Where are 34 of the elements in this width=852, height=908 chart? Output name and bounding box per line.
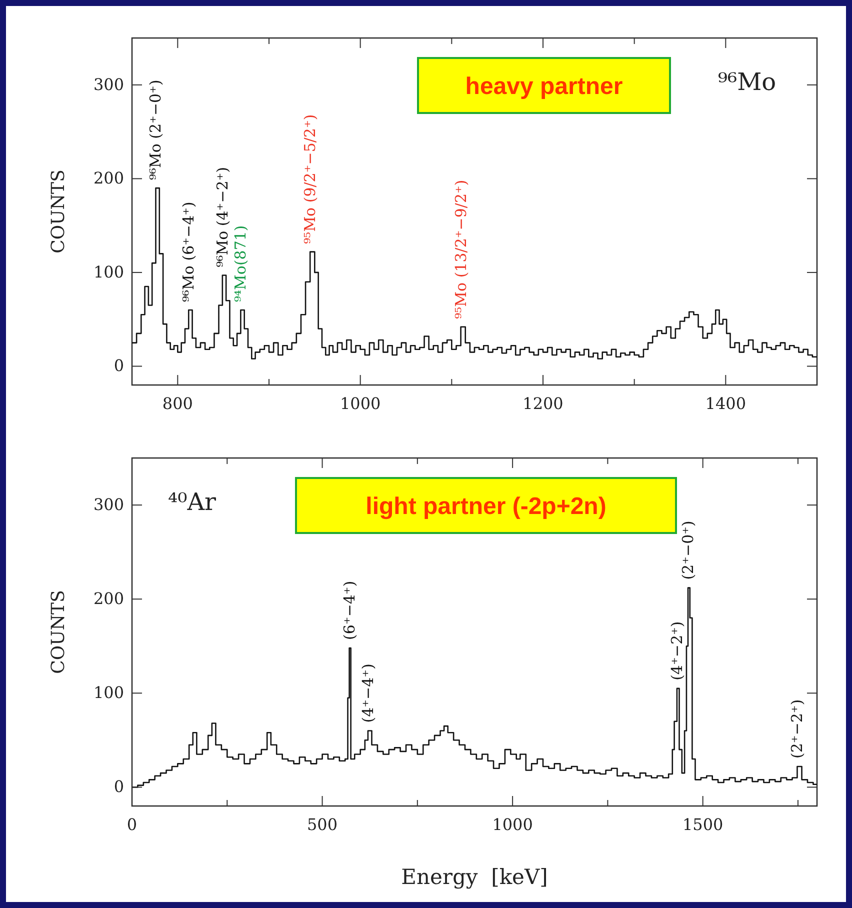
annotation: (4⁺−2⁺) (668, 621, 686, 680)
annotation: (6⁺−4⁺) (340, 580, 358, 640)
x-tick-label: 1400 (705, 394, 746, 413)
annotation: (4⁺−4⁺) (358, 664, 377, 723)
x-axis-title: Energy [keV] (401, 865, 548, 889)
x-tick-label: 1200 (522, 394, 564, 413)
y-axis-title: COUNTS (48, 590, 69, 674)
y-axis-title: COUNTS (48, 170, 69, 254)
annotation: ⁹⁶Mo (718, 68, 776, 96)
x-tick-label: 1000 (492, 815, 533, 834)
y-tick-label: 300 (93, 74, 124, 94)
y-tick-label: 300 (93, 495, 124, 514)
x-tick-label: 500 (307, 815, 338, 834)
annotation: ⁴⁰Ar (168, 488, 217, 516)
annotation: ⁹⁶Mo (2⁺−0⁺) (146, 80, 165, 180)
y-tick-label: 0 (114, 777, 124, 796)
y-tick-label: 100 (93, 262, 124, 282)
annotation: heavy partner (465, 73, 623, 100)
y-tick-label: 100 (93, 683, 124, 702)
x-tick-label: 800 (162, 394, 193, 413)
annotation: ⁹⁵Mo (9/2⁺−5/2⁺) (301, 114, 320, 244)
annotation: (2⁺−2⁺) (788, 699, 806, 758)
y-tick-label: 200 (93, 168, 124, 188)
y-tick-label: 200 (93, 589, 124, 608)
annotation: light partner (-2p+2n) (366, 493, 606, 520)
x-tick-label: 1500 (682, 815, 724, 834)
annotation: ⁹⁶Mo (6⁺−4⁺) (180, 202, 198, 302)
x-tick-label: 0 (126, 815, 138, 834)
x-tick-label: 1000 (340, 394, 381, 413)
annotation: ⁹⁵Mo (13/2⁺−9/2⁺) (452, 180, 470, 319)
annotation: ⁹⁶Mo (4⁺−2⁺) (213, 166, 232, 268)
annotation: (2⁺−0⁺) (678, 520, 697, 580)
annotation: ⁹⁴Mo(871) (232, 225, 250, 302)
y-tick-label: 0 (114, 356, 124, 376)
